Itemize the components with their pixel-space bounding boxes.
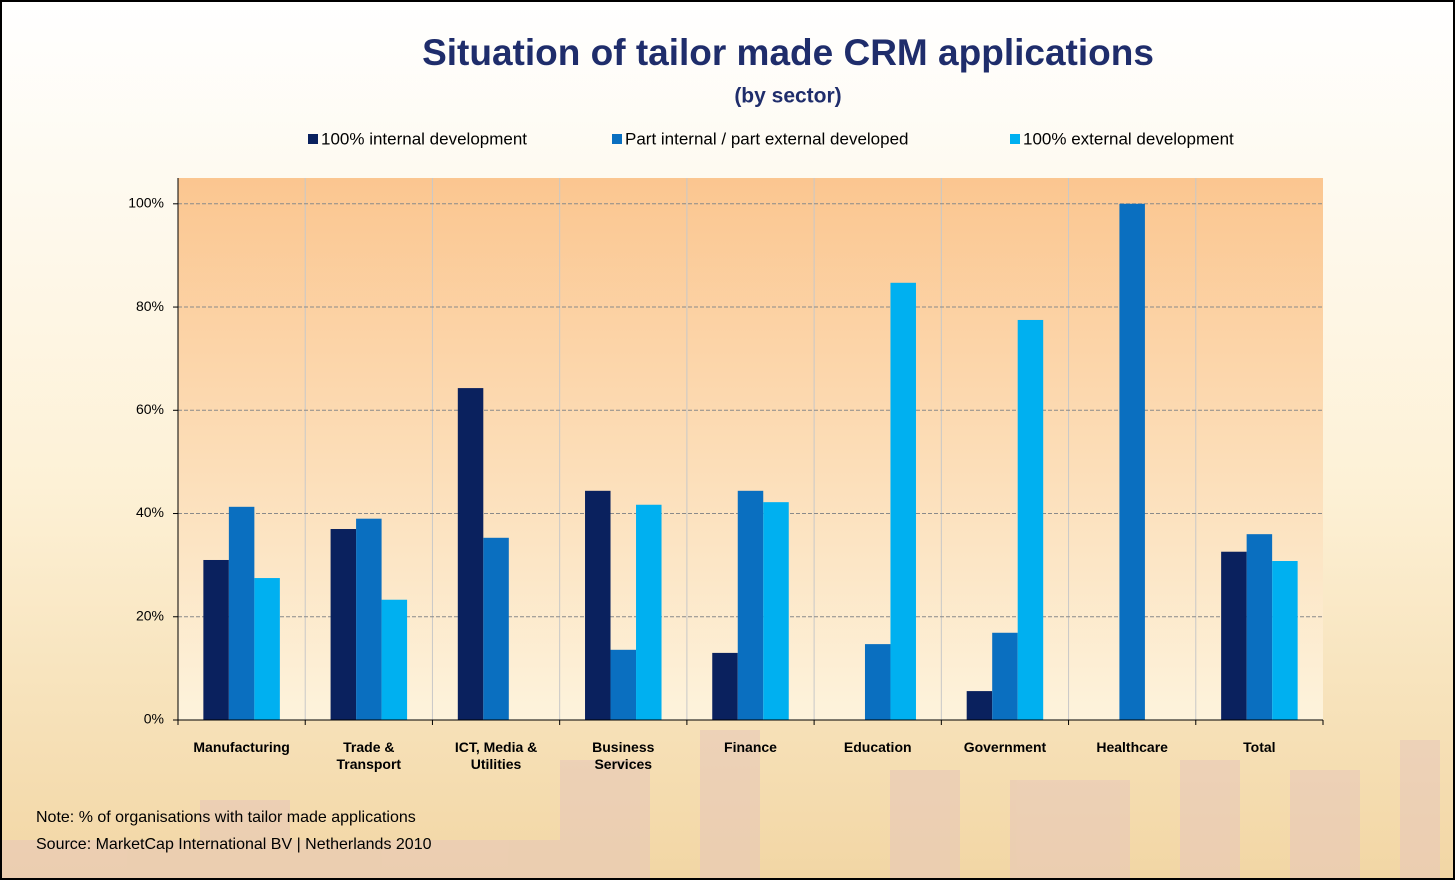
legend-label: Part internal / part external developed bbox=[625, 129, 909, 148]
x-tick-label: Trade & Transport bbox=[307, 739, 431, 773]
y-tick-label: 80% bbox=[136, 298, 164, 314]
y-tick-label: 0% bbox=[144, 711, 164, 727]
x-tick-label: Manufacturing bbox=[180, 739, 304, 756]
x-tick-label: Education bbox=[816, 739, 940, 756]
bar bbox=[1247, 534, 1273, 720]
bar bbox=[865, 644, 891, 720]
legend-swatch bbox=[1010, 134, 1020, 144]
bar bbox=[331, 529, 357, 720]
bar bbox=[1119, 204, 1145, 720]
x-tick-label: ICT, Media & Utilities bbox=[434, 739, 558, 773]
x-tick-label: Business Services bbox=[561, 739, 685, 773]
bar bbox=[1221, 552, 1247, 720]
x-tick-label: Government bbox=[943, 739, 1067, 756]
bar bbox=[890, 283, 916, 720]
x-tick-label: Total bbox=[1197, 739, 1321, 756]
bar bbox=[712, 653, 738, 720]
legend-swatch bbox=[308, 134, 318, 144]
chart-subtitle: (by sector) bbox=[734, 85, 841, 108]
legend-label: 100% internal development bbox=[321, 129, 527, 148]
bar bbox=[483, 538, 509, 720]
x-tick-label: Healthcare bbox=[1070, 739, 1194, 756]
bar bbox=[611, 650, 637, 720]
bar bbox=[992, 633, 1018, 720]
chart-title: Situation of tailor made CRM application… bbox=[422, 32, 1154, 73]
bar bbox=[967, 691, 993, 720]
x-tick-label: Finance bbox=[689, 739, 813, 756]
note: Note: % of organisations with tailor mad… bbox=[36, 809, 416, 826]
legend-swatch bbox=[612, 134, 622, 144]
page: Situation of tailor made CRM application… bbox=[0, 0, 1455, 880]
bar bbox=[356, 519, 382, 720]
bar bbox=[636, 505, 662, 720]
source: Source: MarketCap International BV | Net… bbox=[36, 836, 432, 853]
bar bbox=[458, 388, 484, 720]
y-tick-label: 60% bbox=[136, 401, 164, 417]
bar bbox=[254, 578, 280, 720]
y-tick-label: 40% bbox=[136, 504, 164, 520]
bar bbox=[1272, 561, 1298, 720]
y-tick-label: 100% bbox=[128, 195, 164, 211]
legend-label: 100% external development bbox=[1023, 129, 1234, 148]
bar bbox=[585, 491, 611, 720]
bar bbox=[229, 507, 255, 720]
y-tick-label: 20% bbox=[136, 607, 164, 623]
bar bbox=[763, 502, 789, 720]
bar bbox=[203, 560, 229, 720]
bar bbox=[382, 600, 408, 720]
bar bbox=[738, 491, 764, 720]
bar bbox=[1018, 320, 1044, 720]
